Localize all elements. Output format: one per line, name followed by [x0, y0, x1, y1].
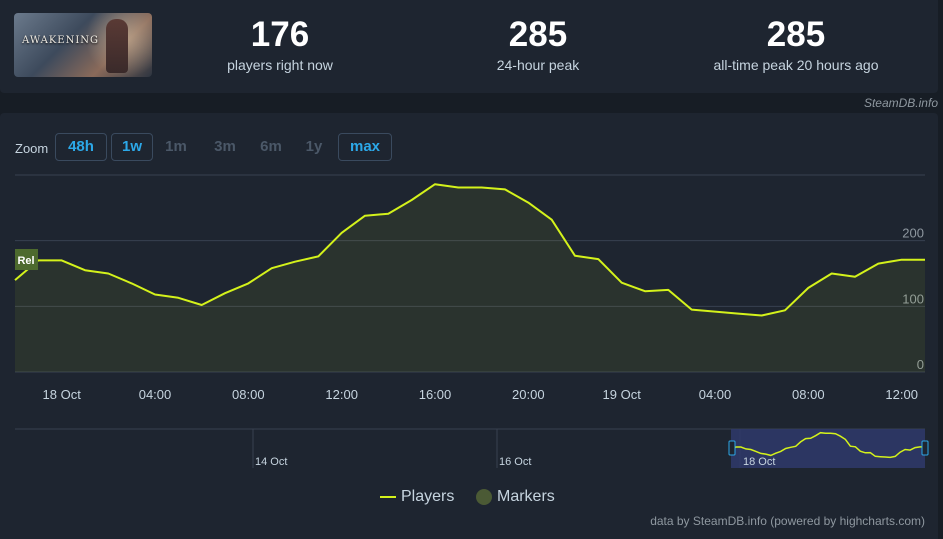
x-tick-label: 08:00	[232, 387, 265, 402]
data-point	[479, 185, 484, 190]
zoom-3m-button[interactable]: 3m	[214, 138, 236, 155]
zoom-1m-button[interactable]: 1m	[165, 138, 187, 155]
data-point	[129, 281, 134, 286]
data-point	[689, 307, 694, 312]
data-point	[433, 182, 438, 187]
data-point	[806, 285, 811, 290]
data-point	[643, 289, 648, 294]
navigator-selection	[731, 429, 925, 468]
x-tick-label: 20:00	[512, 387, 545, 402]
x-tick-label: 04:00	[139, 387, 172, 402]
data-point	[59, 258, 64, 263]
thumbnail-figure	[106, 19, 128, 73]
data-point	[619, 280, 624, 285]
players-area	[15, 184, 925, 372]
data-point	[876, 261, 881, 266]
zoom-48h-button[interactable]: 48h	[55, 133, 107, 161]
legend-players-label: Players	[401, 488, 455, 505]
legend-markers[interactable]: Markers	[476, 488, 555, 506]
legend-players[interactable]: Players	[380, 488, 454, 506]
peak-24h-label: 24-hour peak	[496, 57, 580, 73]
y-tick-label: 100	[902, 291, 924, 306]
data-point	[736, 311, 741, 316]
data-point	[13, 278, 18, 283]
data-point	[456, 185, 461, 190]
data-point	[549, 217, 554, 222]
data-point	[153, 292, 158, 297]
x-tick-label: 18 Oct	[43, 387, 82, 402]
navigator-handle[interactable]	[921, 440, 929, 456]
stat-current-players: 176 players right now	[160, 14, 400, 74]
x-tick-label: 19 Oct	[603, 387, 642, 402]
zoom-6m-button[interactable]: 6m	[260, 138, 282, 155]
data-point	[596, 257, 601, 262]
zoom-1w-button[interactable]: 1w	[111, 133, 153, 161]
data-point	[246, 281, 251, 286]
data-point	[83, 268, 88, 273]
navigator-series-line	[730, 431, 925, 459]
data-point	[199, 303, 204, 308]
data-point	[106, 271, 111, 276]
data-point	[223, 291, 228, 296]
chart-credit[interactable]: data by SteamDB.info (powered by highcha…	[650, 514, 925, 528]
data-point	[293, 259, 298, 264]
current-players-label: players right now	[227, 57, 333, 73]
data-point	[269, 266, 274, 271]
x-tick-label: 04:00	[699, 387, 732, 402]
data-point	[829, 271, 834, 276]
release-flag-label: Rel	[17, 255, 34, 267]
y-tick-label: 0	[917, 357, 924, 372]
data-point	[713, 309, 718, 314]
game-logo-text: AWAKENING	[22, 35, 100, 46]
data-point	[386, 211, 391, 216]
stat-all-time-peak: 285 all-time peak 20 hours ago	[676, 14, 916, 74]
zoom-label: Zoom	[15, 141, 49, 156]
x-tick-label: 08:00	[792, 387, 825, 402]
data-point	[666, 287, 671, 292]
navigator-label: 16 Oct	[499, 456, 531, 468]
data-point	[316, 254, 321, 259]
data-point	[899, 257, 904, 262]
data-point	[923, 257, 928, 262]
data-point	[409, 197, 414, 202]
stat-24h-peak: 285 24-hour peak	[418, 14, 658, 74]
legend-players-line-icon	[380, 495, 396, 498]
release-flag	[15, 249, 38, 270]
data-point	[176, 295, 181, 300]
legend-markers-dot-icon	[476, 488, 492, 505]
current-players-value: 176	[250, 15, 310, 54]
x-tick-label: 12:00	[885, 387, 918, 402]
players-series-line	[14, 183, 925, 317]
zoom-max-button[interactable]: max	[338, 133, 392, 161]
all-time-peak-label: all-time peak 20 hours ago	[713, 57, 879, 73]
navigator-label: 14 Oct	[255, 456, 287, 468]
data-point	[503, 187, 508, 192]
legend-markers-label: Markers	[497, 488, 555, 505]
data-point	[853, 274, 858, 279]
game-thumbnail[interactable]: AWAKENING	[14, 13, 152, 77]
steamdb-source-tag[interactable]: SteamDB.info	[863, 96, 938, 110]
data-point	[526, 200, 531, 205]
data-point	[363, 213, 368, 218]
zoom-1y-button[interactable]: 1y	[305, 138, 323, 155]
y-tick-label: 200	[902, 226, 924, 241]
x-tick-label: 12:00	[325, 387, 358, 402]
peak-24h-value: 285	[508, 15, 568, 54]
data-point	[573, 253, 578, 258]
navigator-handle[interactable]	[728, 440, 736, 456]
data-point	[783, 308, 788, 313]
data-point	[339, 230, 344, 235]
stats-panel	[0, 0, 938, 93]
all-time-peak-value: 285	[766, 15, 826, 54]
navigator-label: 18 Oct	[743, 456, 775, 468]
x-tick-label: 16:00	[419, 387, 452, 402]
data-point	[759, 313, 764, 318]
